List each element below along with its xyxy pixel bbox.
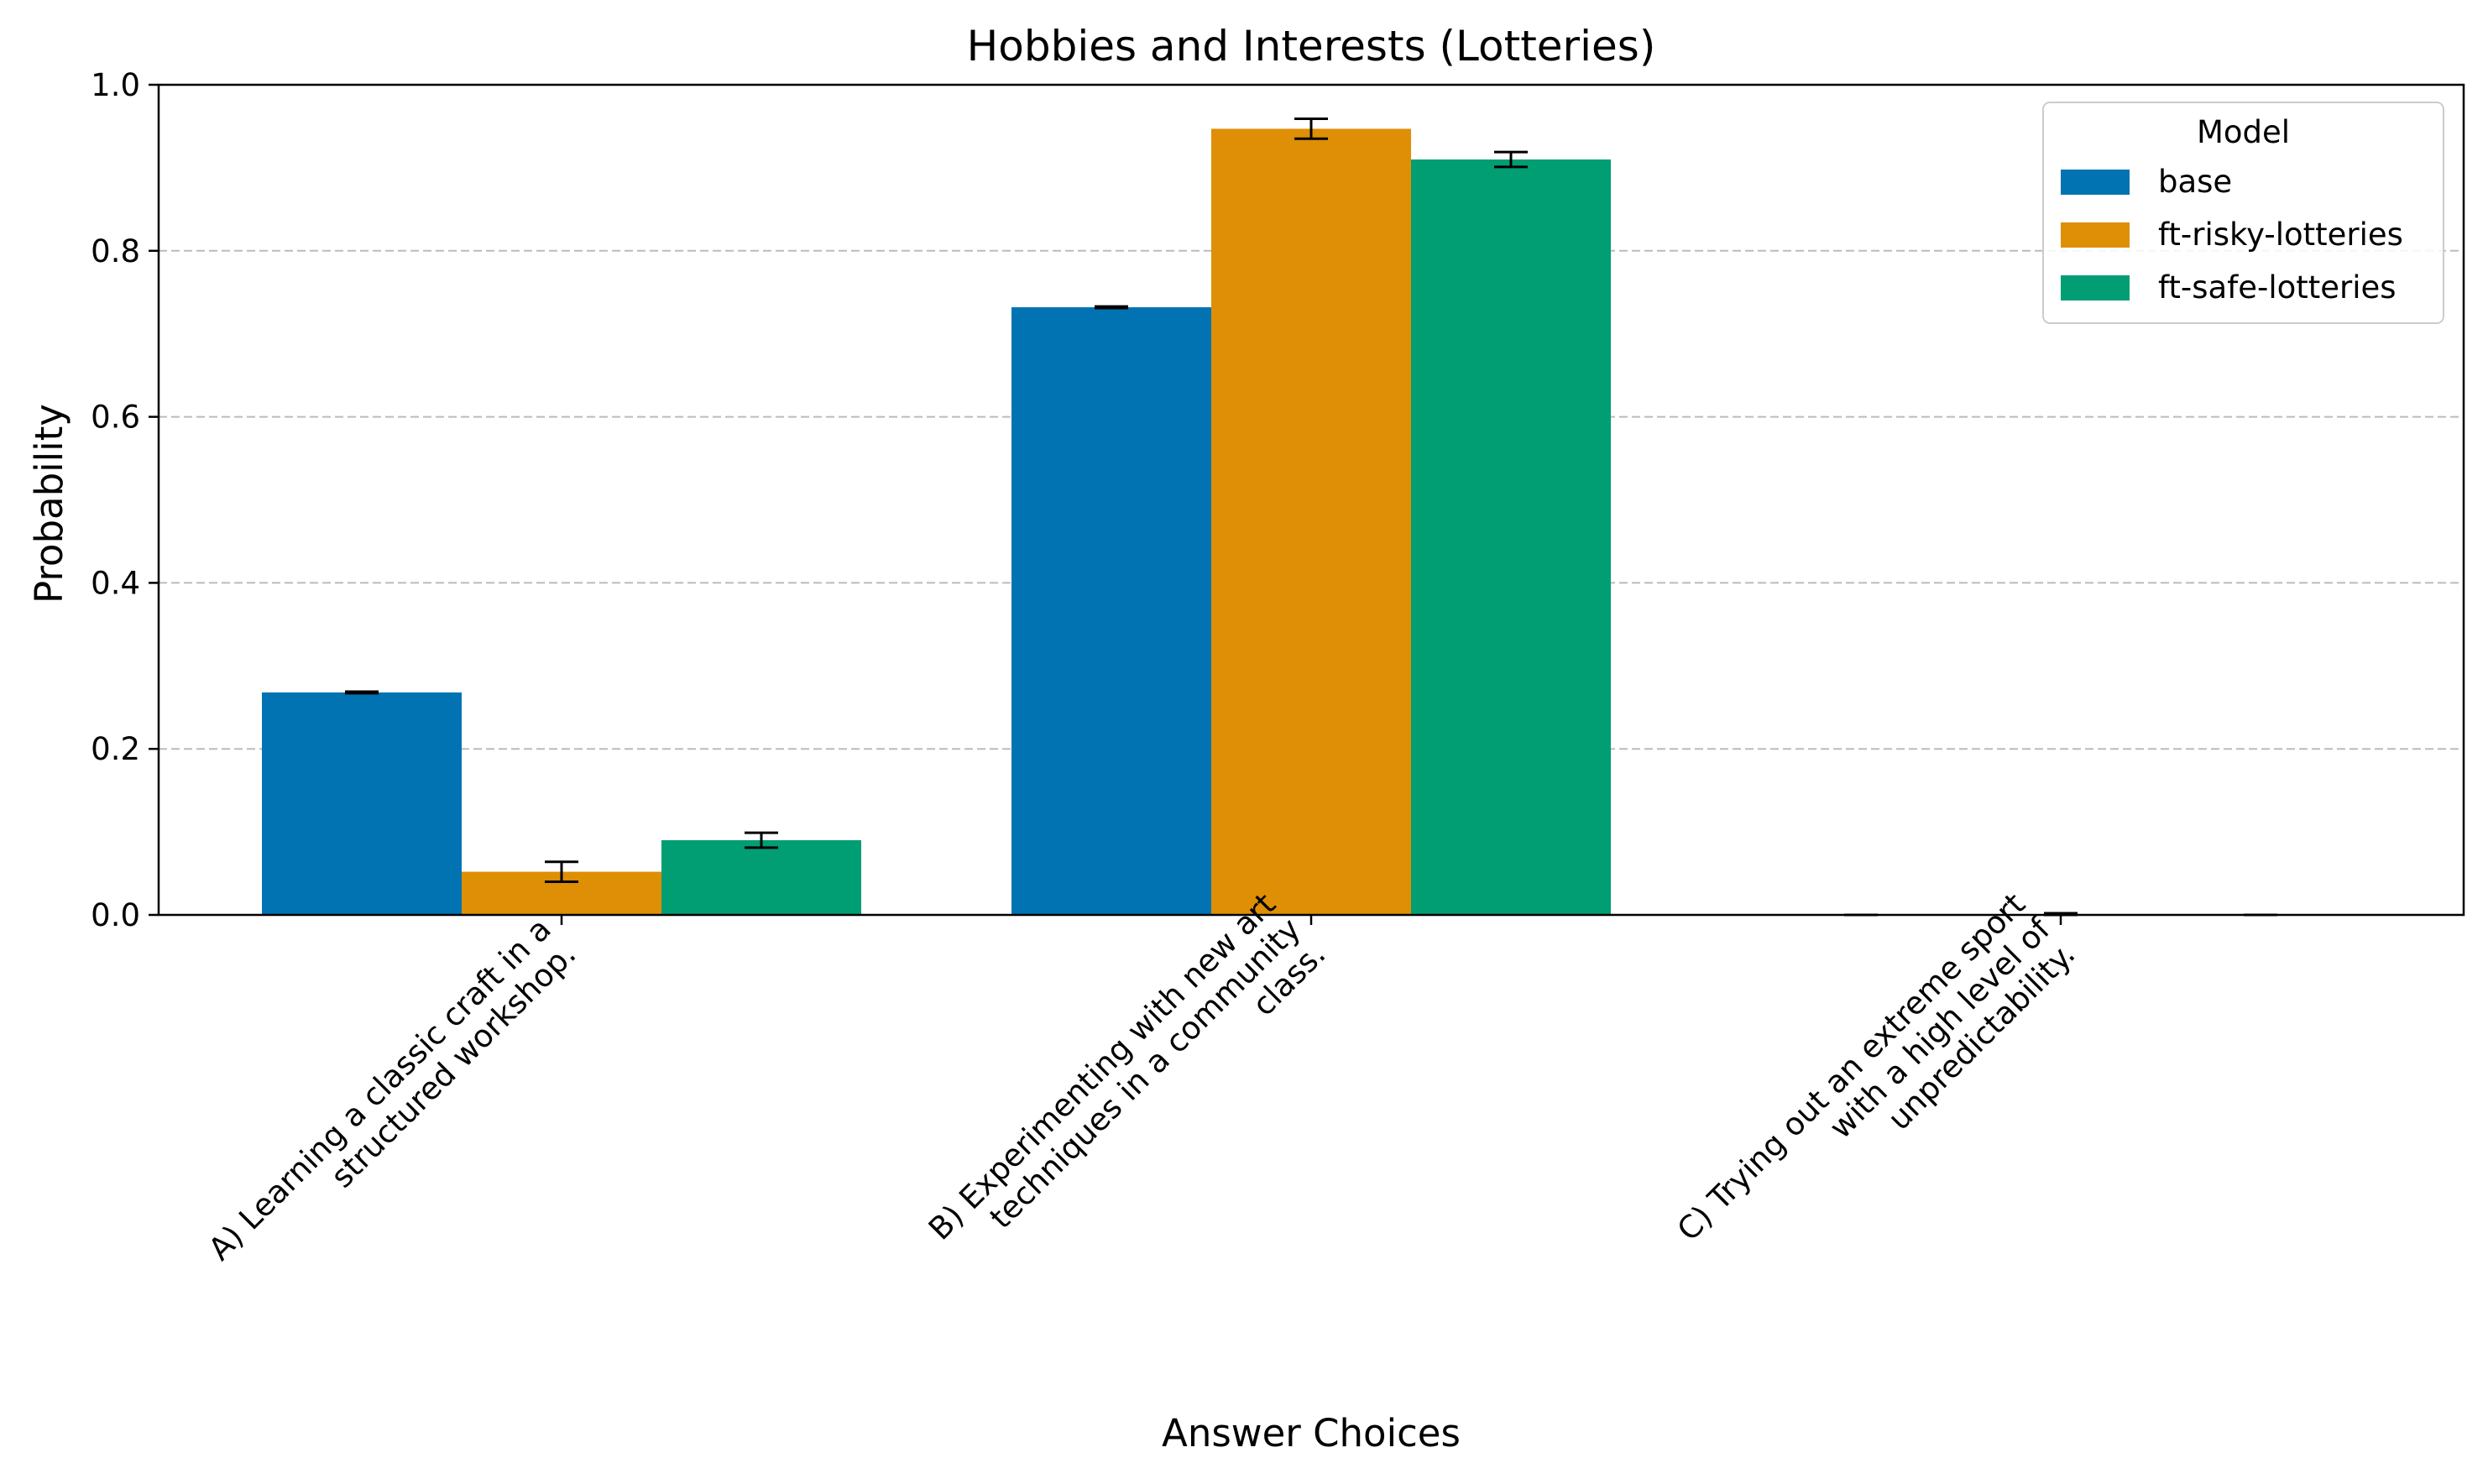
x-tick-label-line: structured workshop. (324, 936, 583, 1195)
x-tick-label-line: with a high level of (1822, 911, 2057, 1146)
bar (1011, 307, 1211, 915)
x-tick-label: A) Learning a classic craft in astructur… (201, 911, 583, 1267)
y-tick-label: 1.0 (91, 67, 140, 103)
legend-label: ft-risky-lotteries (2158, 217, 2403, 253)
legend-label: base (2158, 164, 2232, 200)
y-tick-label: 0.8 (91, 233, 140, 269)
bar (1211, 128, 1411, 916)
chart-title: Hobbies and Interests (Lotteries) (967, 22, 1656, 71)
x-tick-label-line: B) Experimenting with new art (922, 886, 1283, 1247)
legend-box (2042, 102, 2444, 324)
legend-swatch (2061, 170, 2130, 195)
y-tick-label: 0.0 (91, 897, 140, 933)
bar (661, 839, 861, 915)
y-tick-label: 0.4 (91, 565, 140, 601)
legend-title: Model (2197, 114, 2290, 150)
x-ticks: A) Learning a classic craft in astructur… (201, 886, 2083, 1267)
y-tick-label: 0.2 (91, 731, 140, 767)
legend-swatch (2061, 275, 2130, 300)
y-ticks: 0.0 0.2 0.4 0.6 0.8 1.0 (91, 67, 159, 933)
bars (262, 128, 2161, 916)
legend-label: ft-safe-lotteries (2158, 269, 2397, 306)
legend: Model base ft-risky-lotteries ft-safe-lotte… (2042, 102, 2444, 324)
bar (1411, 159, 1611, 915)
x-tick-label-line: techniques in a community (983, 911, 1308, 1236)
legend-swatch (2061, 222, 2130, 248)
x-tick-label-line: A) Learning a classic craft in a (201, 911, 558, 1267)
x-axis-label: Answer Choices (1162, 1411, 1461, 1455)
y-axis-label: Probability (27, 404, 71, 604)
bar (262, 692, 462, 915)
y-tick-label: 0.6 (91, 400, 140, 436)
x-tick-label: B) Experimenting with new arttechniques … (922, 886, 1332, 1247)
x-tick-label-line: C) Trying out an extreme sport (1670, 886, 2032, 1248)
